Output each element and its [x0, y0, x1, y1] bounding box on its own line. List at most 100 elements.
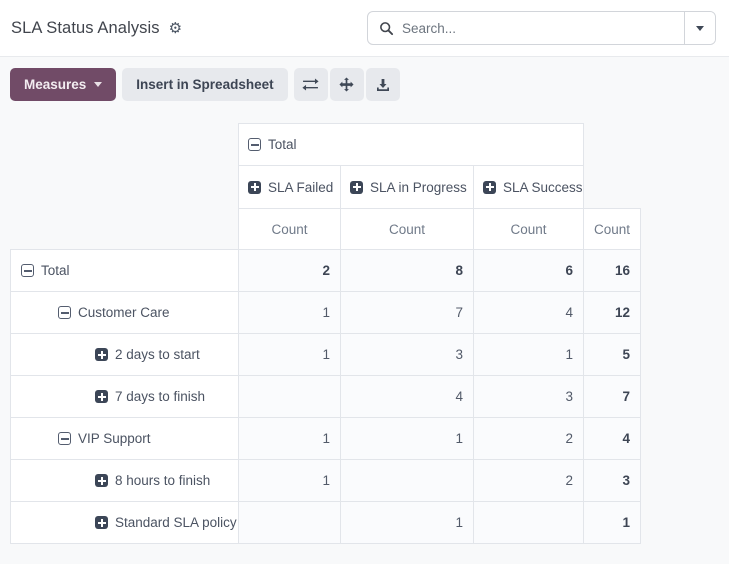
- pivot-cell[interactable]: 1: [238, 459, 341, 502]
- gear-icon[interactable]: ⚙: [168, 18, 183, 37]
- pivot-cell[interactable]: 4: [583, 417, 641, 460]
- insert-in-spreadsheet-button[interactable]: Insert in Spreadsheet: [122, 68, 288, 101]
- pivot-row-standard-sla-policy: Standard SLA policy 1 1: [10, 501, 641, 544]
- col-header-sla-in-progress[interactable]: SLA in Progress: [340, 165, 474, 209]
- download-icon: [376, 78, 389, 91]
- col-header-sla-success[interactable]: SLA Success: [473, 165, 584, 209]
- pivot-cell[interactable]: 2: [473, 459, 584, 502]
- pivot-cell[interactable]: [340, 459, 474, 502]
- expand-all-icon: [339, 77, 354, 92]
- row-label: Total: [41, 263, 70, 278]
- pivot-cell[interactable]: 1: [238, 417, 341, 460]
- pivot-cell[interactable]: 1: [340, 417, 474, 460]
- pivot-cell[interactable]: [238, 375, 341, 418]
- col-header-label: SLA Success: [503, 179, 583, 195]
- search-bar: [367, 11, 716, 45]
- pivot-icon-buttons: [293, 68, 400, 101]
- caret-down-icon: [696, 25, 704, 31]
- pivot-row-2-days-to-start: 2 days to start 1 3 1 5: [10, 333, 641, 376]
- search-input[interactable]: [402, 20, 676, 36]
- pivot-row-customer-care: Customer Care 1 7 4 12: [10, 291, 641, 334]
- pivot-row-7-days-to-finish: 7 days to finish 4 3 7: [10, 375, 641, 418]
- col-header-sla-failed[interactable]: SLA Failed: [238, 165, 341, 209]
- row-label: VIP Support: [78, 431, 151, 446]
- col-header-label: SLA in Progress: [370, 179, 467, 195]
- flip-axis-icon: [302, 78, 319, 91]
- pivot-table: Total SLA Failed SLA in Progress SLA Suc…: [10, 123, 641, 544]
- pivot-table-body: Total 2 8 6 16 Customer Care 1 7 4 12 2 days to st…: [10, 249, 641, 544]
- row-label: Customer Care: [78, 305, 170, 320]
- pivot-cell[interactable]: 1: [583, 501, 641, 544]
- row-header-8-hours-to-finish[interactable]: 8 hours to finish: [10, 459, 239, 502]
- pivot-row-total: Total 2 8 6 16: [10, 249, 641, 292]
- row-label: 8 hours to finish: [115, 473, 211, 488]
- pivot-cell[interactable]: 4: [340, 375, 474, 418]
- measure-header-count[interactable]: Count: [583, 208, 641, 250]
- search-field-area[interactable]: [368, 12, 684, 44]
- expand-icon[interactable]: [248, 180, 261, 194]
- expand-icon[interactable]: [95, 390, 108, 403]
- expand-icon[interactable]: [483, 180, 496, 194]
- row-label: 2 days to start: [115, 347, 200, 362]
- pivot-table-container: Total SLA Failed SLA in Progress SLA Suc…: [10, 123, 729, 544]
- pivot-cell[interactable]: 4: [473, 291, 584, 334]
- pivot-cell[interactable]: 5: [583, 333, 641, 376]
- pivot-row-vip-support: VIP Support 1 1 2 4: [10, 417, 641, 460]
- row-header-standard-sla-policy[interactable]: Standard SLA policy: [10, 501, 239, 544]
- expand-icon[interactable]: [95, 348, 108, 361]
- page-title: SLA Status Analysis: [11, 18, 160, 37]
- collapse-icon[interactable]: [58, 306, 71, 319]
- pivot-cell[interactable]: 7: [340, 291, 474, 334]
- measure-header-count[interactable]: Count: [238, 208, 341, 250]
- pivot-cell[interactable]: 2: [473, 417, 584, 460]
- row-header-customer-care[interactable]: Customer Care: [10, 291, 239, 334]
- expand-icon[interactable]: [350, 180, 363, 194]
- search-dropdown-toggle[interactable]: [684, 12, 715, 44]
- measure-header-count[interactable]: Count: [473, 208, 584, 250]
- caret-down-icon: [94, 82, 103, 87]
- pivot-cell[interactable]: [238, 501, 341, 544]
- expand-all-button[interactable]: [329, 68, 364, 101]
- collapse-icon[interactable]: [58, 432, 71, 445]
- pivot-cell[interactable]: 1: [238, 333, 341, 376]
- pivot-cell[interactable]: 3: [473, 375, 584, 418]
- void-cell: [584, 124, 641, 209]
- measures-button[interactable]: Measures: [10, 68, 117, 101]
- flip-axis-button[interactable]: [293, 68, 328, 101]
- void-cell: [11, 124, 239, 250]
- row-label: 7 days to finish: [115, 389, 206, 404]
- collapse-icon[interactable]: [21, 264, 34, 277]
- row-header-total[interactable]: Total: [10, 249, 239, 292]
- expand-icon[interactable]: [95, 474, 108, 487]
- pivot-cell[interactable]: 1: [340, 501, 474, 544]
- pivot-cell[interactable]: 6: [473, 249, 584, 292]
- pivot-cell[interactable]: 3: [340, 333, 474, 376]
- pivot-cell[interactable]: 3: [583, 459, 641, 502]
- pivot-cell[interactable]: 8: [340, 249, 474, 292]
- row-header-7-days-to-finish[interactable]: 7 days to finish: [10, 375, 239, 418]
- collapse-icon[interactable]: [248, 138, 261, 151]
- pivot-cell[interactable]: 1: [473, 333, 584, 376]
- col-header-label: SLA Failed: [268, 179, 334, 195]
- col-group-label: Total: [268, 137, 297, 152]
- row-header-2-days-to-start[interactable]: 2 days to start: [10, 333, 239, 376]
- pivot-row-8-hours-to-finish: 8 hours to finish 1 2 3: [10, 459, 641, 502]
- pivot-toolbar: Measures Insert in Spreadsheet: [10, 68, 729, 101]
- download-button[interactable]: [365, 68, 400, 101]
- measures-button-label: Measures: [24, 77, 87, 92]
- breadcrumb: SLA Status Analysis ⚙: [11, 19, 182, 38]
- pivot-cell[interactable]: 1: [238, 291, 341, 334]
- row-header-vip-support[interactable]: VIP Support: [10, 417, 239, 460]
- pivot-cell[interactable]: 12: [583, 291, 641, 334]
- control-panel: SLA Status Analysis ⚙: [0, 0, 729, 57]
- expand-icon[interactable]: [95, 516, 108, 529]
- search-icon: [380, 21, 394, 35]
- col-group-header-total[interactable]: Total: [238, 123, 584, 166]
- pivot-view: Measures Insert in Spreadsheet: [0, 57, 729, 544]
- pivot-cell[interactable]: 7: [583, 375, 641, 418]
- pivot-cell[interactable]: 16: [583, 249, 641, 292]
- row-label: Standard SLA policy: [115, 515, 237, 530]
- pivot-cell[interactable]: 2: [238, 249, 341, 292]
- pivot-cell[interactable]: [473, 501, 584, 544]
- measure-header-count[interactable]: Count: [340, 208, 474, 250]
